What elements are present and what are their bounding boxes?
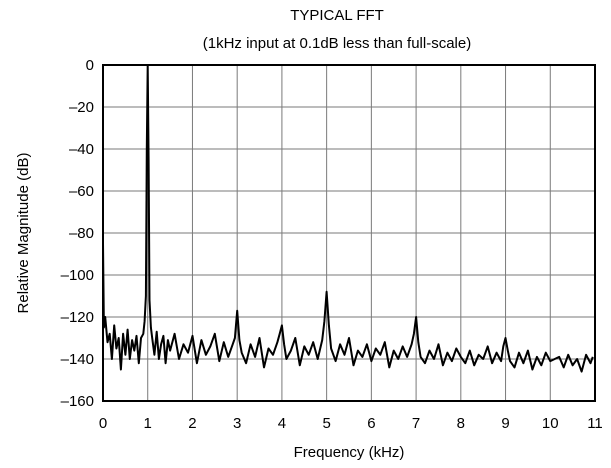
x-ticks: 0 1 2 3 4 5 6 7 8 9 10 11 bbox=[99, 415, 603, 432]
x-tick-label: 9 bbox=[501, 415, 509, 432]
x-tick-label: 5 bbox=[322, 415, 330, 432]
x-tick-label: 2 bbox=[188, 415, 196, 432]
plot-frame bbox=[102, 64, 596, 402]
y-tick-label: –120 bbox=[61, 309, 94, 326]
y-tick-label: –60 bbox=[69, 183, 94, 200]
y-tick-label: –100 bbox=[61, 267, 94, 284]
chart-title: TYPICAL FFT bbox=[290, 7, 384, 24]
x-tick-label: 8 bbox=[457, 415, 465, 432]
y-tick-label: –140 bbox=[61, 351, 94, 368]
y-tick-label: –80 bbox=[69, 225, 94, 242]
y-ticks: 0 –20 –40 –60 –80 –100 –120 –140 –160 bbox=[61, 57, 94, 410]
x-tick-label: 1 bbox=[144, 415, 152, 432]
x-tick-label: 4 bbox=[278, 415, 286, 432]
chart-subtitle: (1kHz input at 0.1dB less than full-scal… bbox=[203, 35, 471, 52]
y-tick-label: –40 bbox=[69, 141, 94, 158]
y-tick-label: 0 bbox=[86, 57, 94, 74]
x-tick-label: 3 bbox=[233, 415, 241, 432]
series-line-layer bbox=[102, 64, 594, 373]
x-tick-label: 0 bbox=[99, 415, 107, 432]
y-axis-label: Relative Magnitude (dB) bbox=[15, 153, 32, 314]
x-axis-label: Frequency (kHz) bbox=[294, 444, 405, 461]
x-tick-label: 6 bbox=[367, 415, 375, 432]
x-tick-label: 11 bbox=[587, 415, 603, 432]
x-tick-label: 10 bbox=[542, 415, 559, 432]
y-tick-label: –160 bbox=[61, 393, 94, 410]
y-tick-label: –20 bbox=[69, 99, 94, 116]
fft-series-line bbox=[102, 64, 594, 373]
x-tick-label: 7 bbox=[412, 415, 420, 432]
